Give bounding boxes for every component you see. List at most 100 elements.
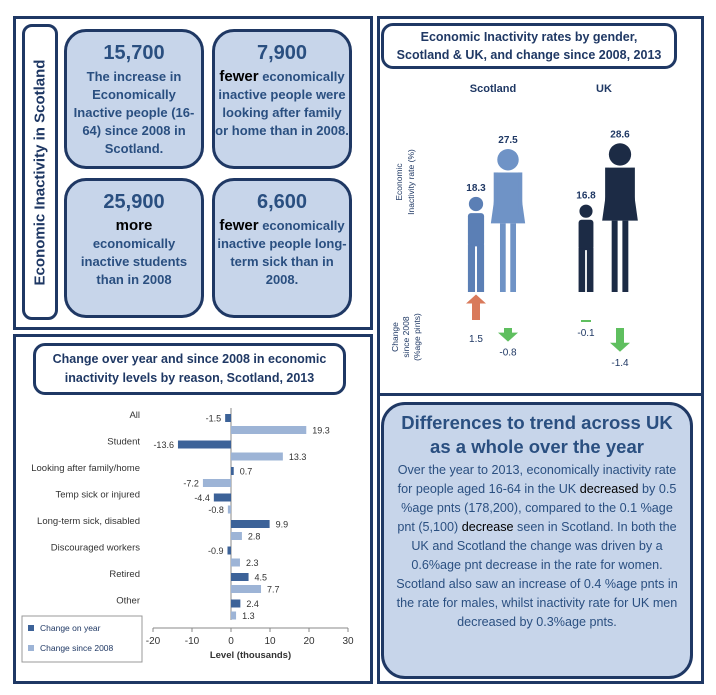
bar-since2008 [202,479,231,487]
change-axis-label-3: (%age pints) [412,313,422,361]
gender-panel-frame [377,16,704,396]
stat-number: 15,700 [103,42,165,64]
bar-year [225,414,231,422]
category-label: Retired [109,569,140,580]
differences-heading: Differences to trend across UK as a whol… [401,412,673,457]
bar-value-label: -13.6 [153,440,174,450]
x-axis-label: Level (thousands) [210,650,291,661]
stat-number: 25,900 [103,191,165,213]
stat-text: The increase in Economically Inactive pe… [73,69,195,156]
bar-since2008 [231,426,307,434]
bar-value-label: -0.9 [208,546,224,556]
change-label-scotland-male: 1.5 [469,334,483,345]
scotland-female-figure [490,149,526,292]
group-label-uk: UK [596,83,612,95]
category-label: Temp sick or injured [56,490,140,501]
bar-value-label: 2.3 [246,558,259,568]
diff-text-part: by 0.5 %age pnts (178,200), compared to … [397,482,677,534]
legend-swatch [28,645,34,651]
stat-inactive-increase: 15,700 The increase in Economically Inac… [64,29,204,169]
differences-text: Over the year to 2013, economically inac… [392,461,682,632]
change-label-uk-female: -1.4 [611,358,629,369]
bar-value-label: -0.8 [208,505,224,515]
stat-long-term-sick: 6,600 fewer economically inactive people… [212,178,352,318]
stat-text: economically inactive people long-term s… [217,218,347,287]
x-tick-label: 20 [303,636,315,647]
uk-female-figure [602,143,638,292]
change-arrow-scotland-female [498,328,518,342]
category-label: Other [116,596,140,607]
change-arrow-uk-male [581,320,591,322]
bar-value-label: 19.3 [312,426,330,436]
x-tick-label: -20 [146,636,161,647]
bar-year [177,440,231,449]
change-axis-label-1: Change [390,322,400,352]
bar-value-label: 2.8 [248,532,261,542]
category-label: Looking after family/home [31,463,140,474]
stat-number: 7,900 [256,42,308,64]
category-label: Student [107,437,140,448]
gender-chart-title-box: Economic Inactivity rates by gender, Sco… [381,23,677,69]
rate-label-scotland-male: 18.3 [466,183,486,194]
vertical-title-box: Economic Inactivity in Scotland [22,24,58,320]
stat-number: 6,600 [256,191,308,213]
group-label-scotland: Scotland [470,83,516,95]
bar-value-label: 4.5 [255,573,268,583]
bar-since2008 [231,585,262,593]
gender-chart-title: Economic Inactivity rates by gender, Sco… [396,30,662,62]
change-label-scotland-female: -0.8 [499,348,517,359]
stat-emphasis: fewer [219,217,259,234]
bar-value-label: -1.5 [206,414,222,424]
reason-chart-title: Change over year and since 2008 in econo… [52,352,327,385]
scotland-male-figure [467,196,485,292]
stat-text: economically inactive students than in 2… [80,236,188,287]
diff-text-part: Over the year to 2013, economically inac… [397,463,677,496]
legend-box [21,615,143,663]
rate-axis-label-2: Inactivity rate (%) [406,149,416,215]
bar-value-label: 1.3 [242,611,255,621]
x-tick-label: 0 [228,636,234,647]
diff-text-part: seen in Scotland. In both the UK and Sco… [396,520,678,629]
reason-chart: All -1.5 19.3 Student -13.6 13.3 Looking after… [21,408,354,663]
reason-chart-title-box: Change over year and since 2008 in econo… [33,343,346,395]
bar-year [231,467,234,475]
legend-label: Change on year [40,623,101,633]
change-arrow-scotland-male [466,294,486,320]
differences-box: Differences to trend across UK as a whol… [381,402,693,679]
change-label-uk-male: -0.1 [577,328,595,339]
change-arrow-uk-female [610,328,630,352]
bar-since2008 [231,611,237,620]
x-tick-label: -10 [185,636,200,647]
bar-since2008 [231,532,242,540]
bar-value-label: -4.4 [194,493,210,503]
rate-label-scotland-female: 27.5 [498,135,518,146]
stat-text: economically inactive people were lookin… [215,69,349,138]
bar-value-label: 7.7 [267,585,280,595]
stat-emphasis: fewer [219,68,259,85]
vertical-title: Economic Inactivity in Scotland [31,59,49,285]
category-label: All [129,410,140,421]
stat-students: 25,900 more economically inactive studen… [64,178,204,318]
legend-label: Change since 2008 [40,643,114,653]
category-label: Discouraged workers [51,543,140,554]
bar-since2008 [231,558,240,567]
diff-keyword: decreased [579,482,639,496]
bar-since2008 [227,505,231,514]
rate-label-uk-male: 16.8 [576,191,596,202]
bar-year [231,573,249,581]
category-label: Long-term sick, disabled [37,516,140,527]
bar-value-label: 2.4 [246,599,259,609]
stat-family-home: 7,900 fewer economically inactive people… [212,29,352,169]
rate-axis-label-1: Economic [394,163,404,201]
bar-year [227,546,231,555]
rate-label-uk-female: 28.6 [610,129,630,140]
change-axis-label-2: since 2008 [401,316,411,357]
bar-year [213,493,231,502]
x-tick-label: 10 [264,636,276,647]
gender-chart: Scotland UK Economic Inactivity rate (%)… [390,83,638,369]
uk-male-figure [578,204,594,292]
bar-since2008 [231,452,283,461]
stat-emphasis: more [115,217,153,234]
bar-year [231,520,270,528]
legend-swatch [28,625,34,631]
